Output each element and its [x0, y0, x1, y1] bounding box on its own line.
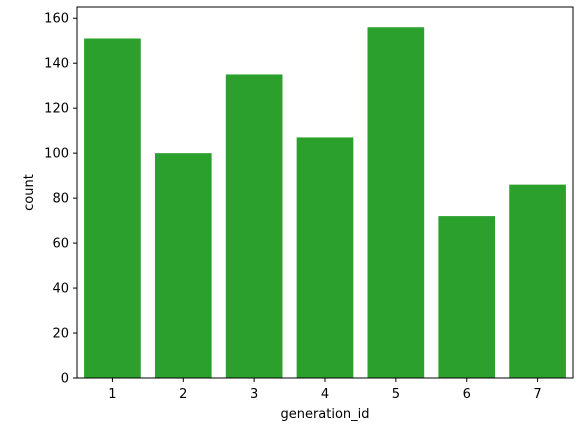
bar-3 — [225, 74, 283, 379]
bar-4 — [296, 137, 354, 378]
y-tick-label: 40 — [52, 282, 69, 297]
y-tick-label: 160 — [44, 12, 69, 27]
x-tick-label: 6 — [463, 387, 471, 402]
y-tick-label: 140 — [44, 57, 69, 72]
x-tick-label: 4 — [321, 387, 329, 402]
plot-frame — [76, 6, 574, 379]
x-tick-label: 7 — [533, 387, 541, 402]
x-tick-label: 2 — [179, 387, 187, 402]
y-tick-label: 60 — [52, 237, 69, 252]
x-tick-label: 3 — [250, 387, 258, 402]
y-axis-ticks: 0 20 40 60 80 100 120 140 160 — [44, 12, 77, 387]
bar-1 — [84, 38, 141, 378]
x-tick-label: 5 — [392, 387, 400, 402]
y-tick-label: 20 — [52, 327, 69, 342]
x-axis-ticks: 1 2 3 4 5 6 7 — [108, 378, 542, 402]
y-tick-label: 80 — [52, 192, 69, 207]
bar-7 — [509, 184, 566, 378]
x-axis-label: generation_id — [280, 407, 369, 422]
x-tick-label: 1 — [108, 387, 116, 402]
bar-5 — [367, 27, 425, 379]
y-tick-label: 100 — [44, 147, 69, 162]
bars-group — [84, 27, 566, 379]
bar-2 — [154, 153, 212, 378]
y-tick-label: 120 — [44, 102, 69, 117]
y-axis-label: count — [22, 174, 37, 211]
bar-6 — [438, 216, 496, 378]
y-tick-label: 0 — [61, 372, 69, 387]
